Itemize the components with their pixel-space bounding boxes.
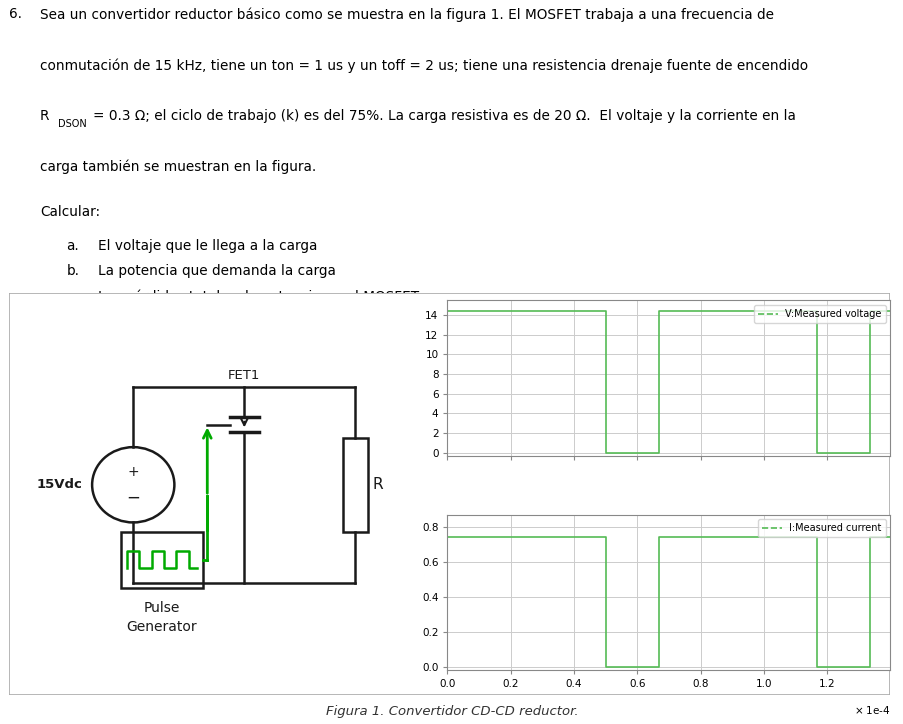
Text: 6.: 6.: [9, 7, 22, 21]
Text: La potencia que demanda la carga: La potencia que demanda la carga: [98, 264, 335, 278]
Text: 15Vdc: 15Vdc: [36, 479, 82, 492]
Text: El voltaje que le llega a la carga: El voltaje que le llega a la carga: [98, 239, 317, 253]
Text: FET1: FET1: [228, 369, 260, 382]
Text: Figura 1. Convertidor CD-CD reductor.: Figura 1. Convertidor CD-CD reductor.: [325, 705, 578, 718]
Text: Calcular:: Calcular:: [40, 205, 100, 219]
Text: La eficiencia energética del circuito.: La eficiencia energética del circuito.: [98, 315, 345, 329]
Text: Las pérdidas totales de potencia en el MOSFET: Las pérdidas totales de potencia en el M…: [98, 290, 418, 304]
Text: +: +: [127, 465, 139, 479]
Text: conmutación de 15 kHz, tiene un ton = 1 us y un toff = 2 us; tiene una resistenc: conmutación de 15 kHz, tiene un ton = 1 …: [40, 58, 807, 72]
Text: DSON: DSON: [58, 119, 87, 129]
Text: Pulse: Pulse: [144, 602, 180, 615]
Text: b.: b.: [67, 264, 79, 278]
Bar: [121, 532, 203, 589]
Text: R: R: [372, 477, 383, 492]
Text: $\times$ 1e-4: $\times$ 1e-4: [852, 704, 889, 716]
Text: carga también se muestran en la figura.: carga también se muestran en la figura.: [40, 160, 316, 174]
Text: d.: d.: [67, 315, 79, 329]
Text: Generator: Generator: [126, 620, 197, 634]
Text: Sea un convertidor reductor básico como se muestra en la figura 1. El MOSFET tra: Sea un convertidor reductor básico como …: [40, 7, 773, 22]
Text: c.: c.: [67, 290, 79, 303]
Text: R: R: [40, 109, 50, 123]
Text: −: −: [126, 489, 140, 507]
Text: = 0.3 Ω; el ciclo de trabajo (k) es del 75%. La carga resistiva es de 20 Ω.  El : = 0.3 Ω; el ciclo de trabajo (k) es del …: [93, 109, 796, 123]
Text: a.: a.: [67, 239, 79, 253]
Legend: V:Measured voltage: V:Measured voltage: [753, 306, 885, 323]
Bar: [342, 438, 368, 532]
Legend: I:Measured current: I:Measured current: [758, 519, 885, 537]
